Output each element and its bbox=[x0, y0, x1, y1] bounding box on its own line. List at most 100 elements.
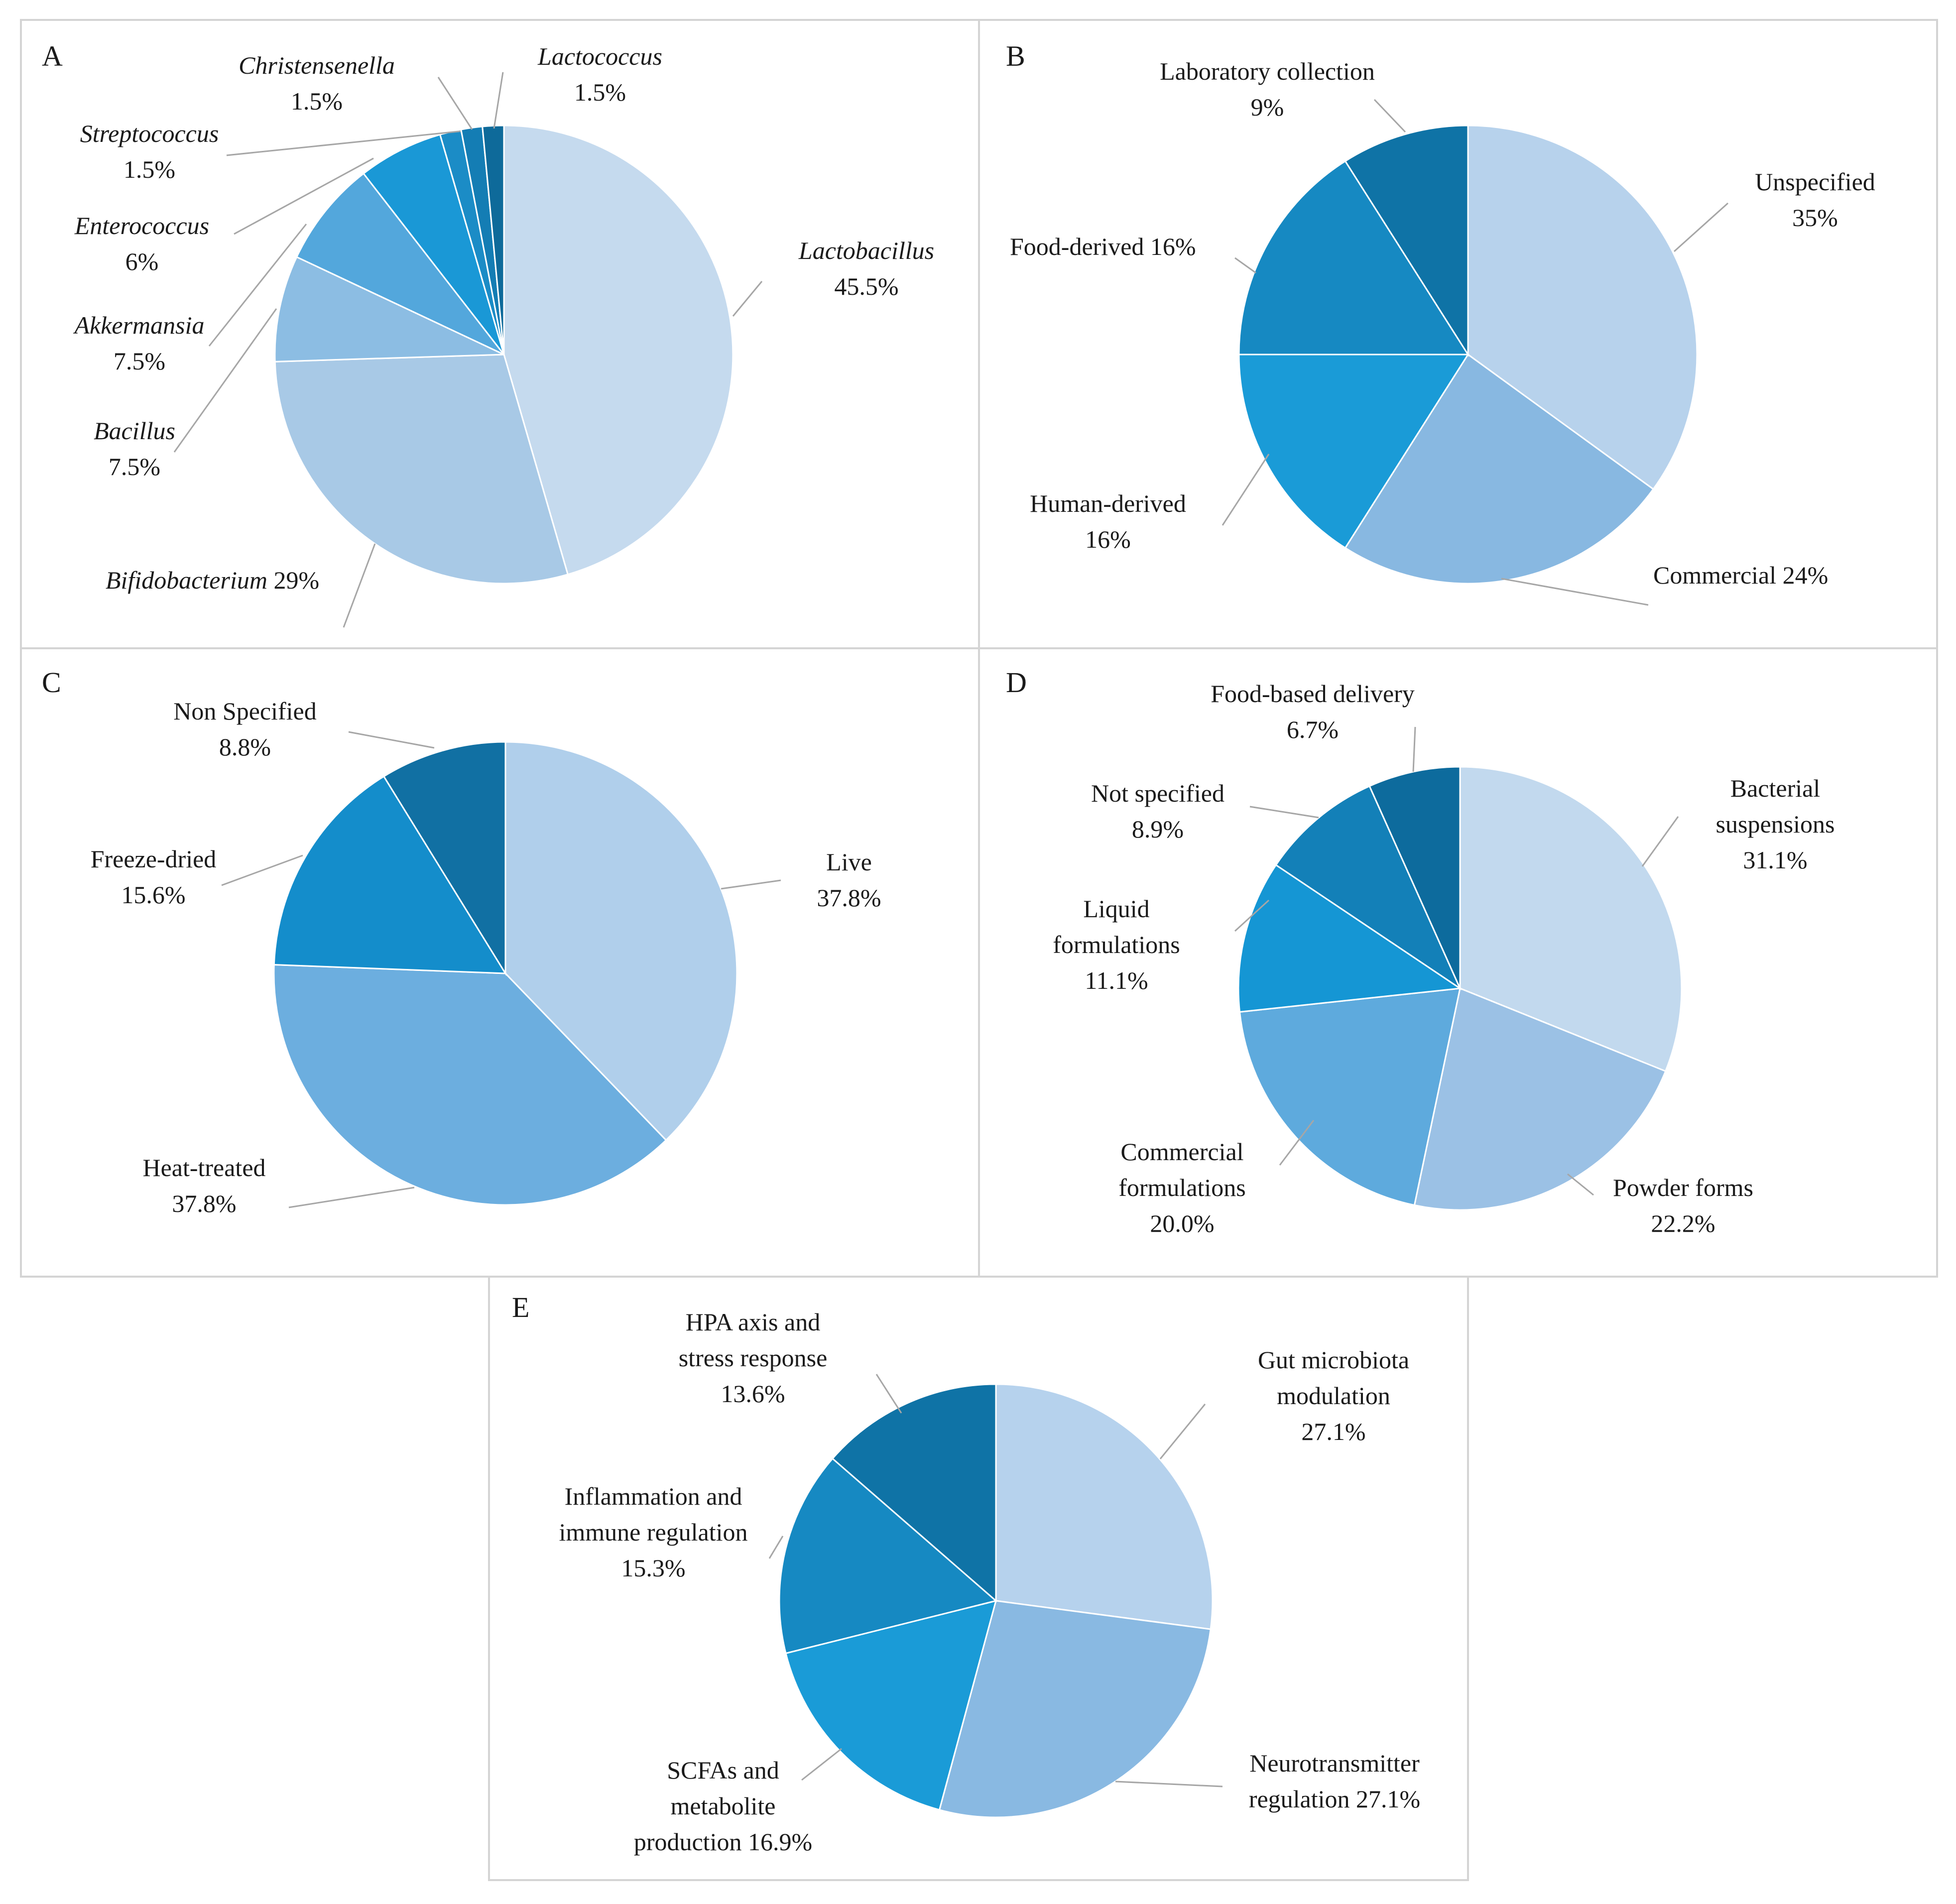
slice-name: HPA axis and bbox=[686, 1308, 820, 1336]
data-label-bacterial-suspensions: Bacterial suspensions 31.1% bbox=[1716, 774, 1835, 874]
slice-value: 45.5% bbox=[834, 272, 898, 300]
data-label-commercial: Commercial 24% bbox=[1653, 561, 1828, 589]
pie-slice-lactobacillus bbox=[503, 124, 734, 576]
pie-slice-heat-treated bbox=[273, 963, 667, 1206]
slice-value: 20.0% bbox=[1150, 1209, 1214, 1237]
slice-value: 31.1% bbox=[1743, 846, 1807, 874]
slice-name: regulation bbox=[1249, 1785, 1350, 1813]
leader-line-liquid-formulations bbox=[1234, 899, 1270, 932]
slice-value: 16% bbox=[1150, 233, 1196, 260]
leader-line-powder-forms bbox=[1567, 1173, 1594, 1196]
pie-slice-laboratory-collection bbox=[1344, 124, 1469, 357]
pie-slice-not-specified bbox=[1275, 785, 1462, 991]
data-label-lactobacillus: Lactobacillus 45.5% bbox=[798, 237, 934, 300]
slice-name: Neurotransmitter bbox=[1249, 1749, 1420, 1777]
pie-slice-scfas-and-metabolite-production bbox=[785, 1599, 997, 1811]
slice-value: 37.8% bbox=[817, 884, 881, 912]
leader-line-non-specified bbox=[348, 731, 435, 749]
leader-line-neurotransmitter-regulation bbox=[1115, 1781, 1223, 1787]
data-label-lactococcus: Lactococcus 1.5% bbox=[537, 42, 662, 106]
pie-slice-liquid-formulations bbox=[1237, 864, 1463, 1013]
leader-line-hpa-axis-and-stress-response bbox=[875, 1374, 902, 1414]
slice-name: metabolite bbox=[670, 1792, 775, 1820]
data-label-christensenella: Christensenella 1.5% bbox=[239, 51, 395, 115]
leader-line-live bbox=[721, 879, 781, 890]
slice-name: Food-based delivery bbox=[1211, 680, 1415, 708]
panel-label: D bbox=[1006, 666, 1027, 699]
data-label-liquid-formulations: Liquid formulations 11.1% bbox=[1053, 895, 1180, 994]
panel-label: B bbox=[1006, 40, 1025, 72]
slice-value: 13.6% bbox=[721, 1380, 785, 1408]
pie-chart-d: D Bacterial suspensions 31.1% Powder forms 22… bbox=[1006, 666, 1834, 1237]
leader-line-inflammation-and-immune-regulation bbox=[768, 1536, 784, 1559]
slice-value: 29% bbox=[273, 566, 319, 594]
slice-value: 37.8% bbox=[172, 1190, 236, 1217]
slice-name: Live bbox=[826, 848, 872, 876]
data-label-not-specified: Not specified 8.9% bbox=[1091, 779, 1224, 843]
leader-line-bifidobacterium bbox=[343, 543, 376, 628]
slice-name: stress response bbox=[679, 1344, 828, 1372]
leader-line-heat-treated bbox=[288, 1187, 415, 1208]
pie-slice-unspecified bbox=[1467, 124, 1698, 490]
slice-name: Food-derived bbox=[1010, 233, 1144, 260]
slice-name: Commercial bbox=[1653, 561, 1776, 589]
slice-value: 27.1% bbox=[1301, 1418, 1365, 1445]
data-label-enterococcus: Enterococcus 6% bbox=[74, 212, 209, 275]
leader-line-streptococcus bbox=[226, 129, 469, 156]
pie-slice-bifidobacterium bbox=[274, 354, 569, 585]
slice-name: Lactococcus bbox=[537, 42, 662, 70]
slice-name: Commercial bbox=[1120, 1138, 1243, 1166]
slice-value: 16.9% bbox=[748, 1828, 812, 1856]
slice-name: Not specified bbox=[1091, 779, 1224, 807]
data-label-powder-forms: Powder forms 22.2% bbox=[1613, 1174, 1753, 1237]
slice-name: production bbox=[634, 1828, 742, 1856]
slice-name: Gut microbiota bbox=[1258, 1346, 1409, 1374]
slice-name: Liquid bbox=[1083, 895, 1149, 923]
leader-line-lactobacillus bbox=[732, 281, 763, 317]
pie-slice-freeze-dried bbox=[273, 775, 507, 974]
slice-name: suspensions bbox=[1716, 810, 1835, 838]
leader-line-food-derived bbox=[1234, 257, 1256, 274]
pie-slice-human-derived bbox=[1238, 354, 1469, 549]
slice-value: 27.1% bbox=[1356, 1785, 1420, 1813]
pie-slice-non-specified bbox=[382, 741, 506, 976]
slice-name: Akkermansia bbox=[73, 311, 204, 339]
data-label-inflammation-and-immune-regulation: Inflammation and immune regulation 15.3% bbox=[559, 1482, 747, 1582]
slice-name: Powder forms bbox=[1613, 1174, 1753, 1201]
slice-value: 16% bbox=[1085, 525, 1131, 553]
slice-name: Human-derived bbox=[1030, 489, 1186, 517]
data-label-food-derived: Food-derived 16% bbox=[1010, 233, 1196, 260]
leader-line-bacterial-suspensions bbox=[1641, 816, 1679, 867]
leader-line-gut-microbiota-modulation bbox=[1159, 1404, 1206, 1459]
data-label-gut-microbiota-modulation: Gut microbiota modulation 27.1% bbox=[1258, 1346, 1409, 1445]
panel-label: E bbox=[512, 1291, 529, 1323]
slice-name: Non Specified bbox=[173, 697, 316, 725]
slice-name: modulation bbox=[1277, 1382, 1390, 1410]
pie-slice-powder-forms bbox=[1413, 987, 1667, 1211]
pie-slice-commercial-formulations bbox=[1238, 987, 1461, 1206]
pie-slice-food-derived bbox=[1238, 160, 1469, 356]
slice-value: 9% bbox=[1251, 93, 1284, 121]
data-label-scfas-and-metabolite-production: SCFAs and metabolite production 16.9% bbox=[634, 1756, 812, 1856]
leader-line-enterococcus bbox=[234, 157, 374, 235]
data-label-streptococcus: Streptococcus 1.5% bbox=[80, 119, 219, 183]
slice-value: 7.5% bbox=[109, 453, 160, 480]
data-label-unspecified: Unspecified 35% bbox=[1755, 168, 1875, 232]
leader-line-christensenella bbox=[437, 77, 473, 130]
data-label-laboratory-collection: Laboratory collection 9% bbox=[1160, 57, 1375, 121]
panel-label: C bbox=[42, 666, 61, 699]
slice-value: 6.7% bbox=[1287, 715, 1339, 743]
pie-slice-bacillus bbox=[274, 256, 504, 362]
slice-value: 8.8% bbox=[219, 733, 271, 761]
data-label-heat-treated: Heat-treated 37.8% bbox=[142, 1154, 265, 1217]
leader-line-scfas-and-metabolite-production bbox=[801, 1748, 842, 1781]
slice-value: 15.3% bbox=[621, 1554, 685, 1582]
pie-chart-e: E Gut microbiota modulation 27.1% Neurotrans… bbox=[512, 1291, 1420, 1856]
leader-line-lactococcus bbox=[493, 72, 504, 129]
data-label-commercial-formulations: Commercial formulations 20.0% bbox=[1118, 1138, 1246, 1237]
leader-line-unspecified bbox=[1673, 202, 1729, 252]
data-label-freeze-dried: Freeze-dried 15.6% bbox=[91, 845, 217, 909]
leader-line-not-specified bbox=[1249, 806, 1319, 819]
slice-value: 35% bbox=[1792, 204, 1838, 232]
